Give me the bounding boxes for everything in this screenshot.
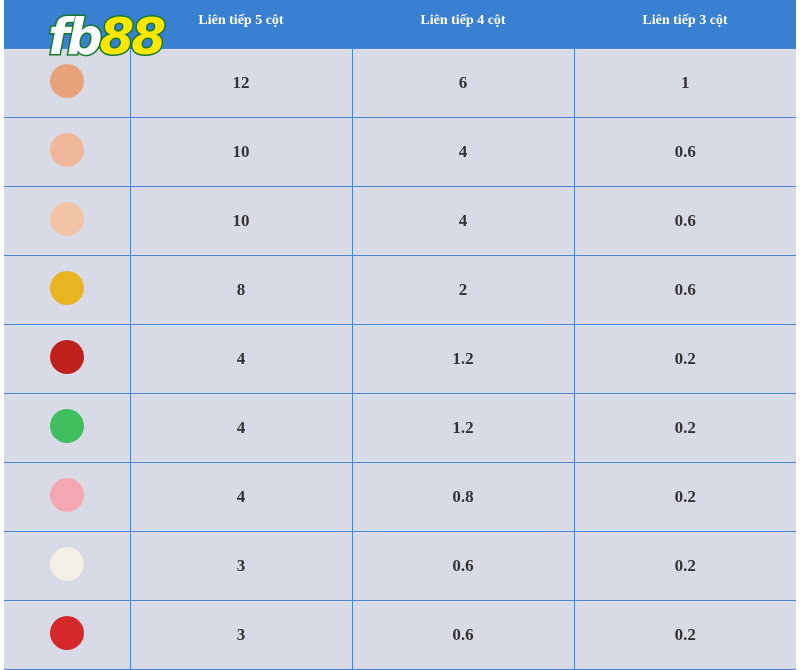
table-row: 12 6 1	[4, 48, 796, 118]
symbol-cell	[4, 531, 131, 601]
column-header: Liên tiếp 4 cột	[352, 0, 574, 49]
red-money-bag-icon	[49, 339, 84, 374]
payout-c3: 0.2	[573, 393, 796, 463]
payout-c3: 0.6	[573, 117, 796, 187]
steamed-bun-icon	[49, 546, 84, 581]
table-row: 4 1.2 0.2	[4, 393, 796, 463]
symbol-cell	[4, 117, 131, 187]
payout-c3: 0.6	[573, 186, 796, 256]
payout-c4: 4	[351, 117, 575, 187]
table-row: 10 4 0.6	[4, 186, 796, 256]
table-row: 8 2 0.6	[4, 255, 796, 325]
payout-c5: 12	[129, 48, 353, 118]
payout-c3: 1	[573, 48, 796, 118]
payout-c5: 4	[129, 462, 353, 532]
table-row: 10 4 0.6	[4, 117, 796, 187]
payout-c4: 0.8	[351, 462, 575, 532]
column-header	[4, 0, 130, 49]
payout-c5: 3	[129, 531, 353, 601]
column-header: Liên tiếp 3 cột	[574, 0, 796, 49]
symbol-cell	[4, 48, 131, 118]
symbol-cell	[4, 462, 131, 532]
payout-c5: 4	[129, 393, 353, 463]
table-row: 3 0.6 0.2	[4, 531, 796, 601]
symbol-cell	[4, 324, 131, 394]
payout-c3: 0.2	[573, 600, 796, 670]
symbol-cell	[4, 255, 131, 325]
table-row: 3 0.6 0.2	[4, 600, 796, 670]
payout-table: Liên tiếp 5 cột Liên tiếp 4 cột Liên tiếp …	[4, 0, 796, 670]
payout-c4: 1.2	[351, 324, 575, 394]
payout-c5: 4	[129, 324, 353, 394]
table-row: 4 0.8 0.2	[4, 462, 796, 532]
payout-c3: 0.2	[573, 324, 796, 394]
payout-c5: 10	[129, 186, 353, 256]
golden-carp-icon	[49, 270, 84, 305]
god-of-wealth-icon	[49, 63, 84, 98]
payout-c5: 3	[129, 600, 353, 670]
payout-c4: 6	[351, 48, 575, 118]
payout-c3: 0.2	[573, 462, 796, 532]
fb88-logo: fb88	[47, 8, 168, 66]
jade-ruyi-icon	[49, 408, 84, 443]
column-header: Liên tiếp 5 cột	[130, 0, 352, 49]
symbol-cell	[4, 186, 131, 256]
laughing-buddha-icon	[49, 132, 84, 167]
symbol-cell	[4, 600, 131, 670]
payout-c5: 10	[129, 117, 353, 187]
symbol-cell	[4, 393, 131, 463]
payout-c4: 1.2	[351, 393, 575, 463]
peach-icon	[49, 477, 84, 512]
payout-c3: 0.6	[573, 255, 796, 325]
payout-c4: 0.6	[351, 600, 575, 670]
table-row: 4 1.2 0.2	[4, 324, 796, 394]
candied-hawthorn-icon	[49, 615, 84, 650]
payout-c5: 8	[129, 255, 353, 325]
payout-c4: 0.6	[351, 531, 575, 601]
payout-c3: 0.2	[573, 531, 796, 601]
payout-c4: 2	[351, 255, 575, 325]
old-man-blue-hat-icon	[49, 201, 84, 236]
payout-c4: 4	[351, 186, 575, 256]
